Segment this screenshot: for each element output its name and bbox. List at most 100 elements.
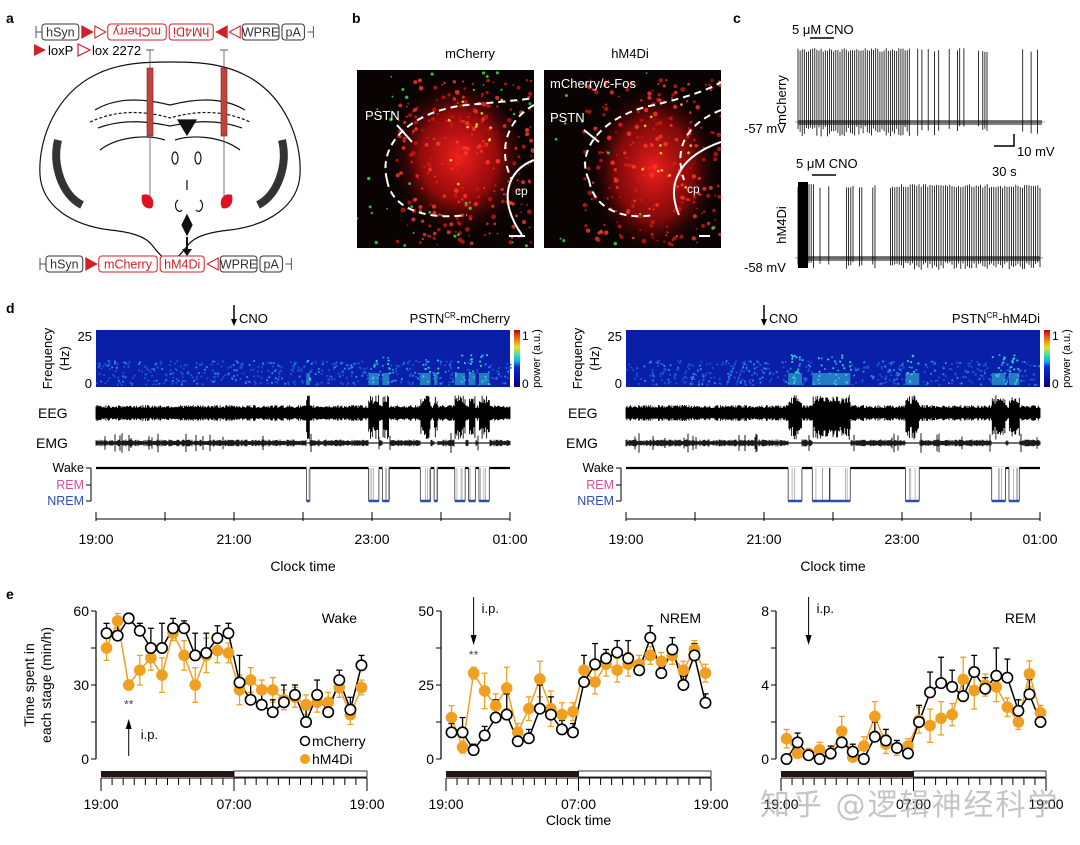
colorbar-label: power (a.u.): [531, 329, 543, 388]
data-point-hm4di: [1034, 706, 1047, 719]
overlay-label: mCherry/c-Fos: [550, 76, 636, 91]
data-point-mcherry: [677, 679, 690, 692]
time-axis-label: Clock time: [800, 558, 866, 574]
x-tick-label: 19:00: [349, 796, 384, 812]
ip-arrow-head: [470, 635, 477, 645]
baseline-hm4di: -58 mV: [744, 260, 786, 275]
data-point-mcherry: [824, 747, 837, 760]
ip-label: i.p.: [482, 601, 499, 616]
construct-element-hm4di: [159, 255, 205, 273]
data-point-hm4di: [266, 684, 279, 696]
stage-label-wake: Wake: [53, 461, 85, 475]
lox2272-site-icon: [228, 25, 241, 39]
data-point-hm4di: [478, 685, 491, 697]
data-point-hm4di: [990, 681, 1003, 693]
eeg-label: EEG: [568, 405, 598, 421]
cno-arrow-head: [231, 319, 237, 326]
data-point-mcherry: [445, 726, 458, 739]
data-point-mcherry: [979, 682, 992, 695]
time-tick-label: 23:00: [354, 531, 389, 547]
data-point-mcherry: [555, 723, 568, 736]
time-tick-label: 21:00: [216, 531, 251, 547]
y-tick-label: 60: [73, 603, 89, 619]
data-point-hm4di: [322, 696, 335, 709]
eeg-label: EEG: [38, 405, 68, 421]
panel-label-d: d: [6, 300, 15, 316]
data-point-hm4di: [813, 743, 826, 756]
construct-top: hSyn mCherry hM4Di WPRE pA: [35, 23, 314, 41]
data-point-mcherry: [566, 726, 579, 739]
data-point-hm4di: [133, 664, 146, 676]
chart-nrem: 0 25 50 NREM i.p. ** 19:00 07:00 19:00 Clock time: [418, 597, 729, 828]
stage-label-rem: REM: [56, 478, 84, 492]
data-point-mcherry: [780, 753, 793, 766]
dark-phase-bar: [781, 771, 914, 777]
data-point-mcherry: [222, 627, 235, 640]
data-point-mcherry: [622, 652, 635, 665]
x-tick-label: 19:00: [428, 796, 463, 812]
ip-arrow-head: [125, 719, 132, 729]
data-point-mcherry: [699, 696, 712, 709]
panel-label-b: b: [352, 10, 361, 26]
data-point-mcherry: [802, 749, 815, 762]
freq-axis-label: Frequency: [570, 327, 585, 389]
scale-voltage: 10 mV: [1017, 144, 1055, 159]
freq-tick: 25: [608, 329, 622, 344]
data-point-mcherry: [666, 643, 679, 656]
y-tick-label: 30: [73, 677, 89, 693]
data-point-mcherry: [600, 652, 613, 665]
legend-loxp: loxP: [48, 43, 73, 58]
data-point-hm4di: [489, 699, 502, 712]
cno-arrow-head: [761, 319, 767, 326]
data-point-hm4di: [578, 664, 590, 676]
data-point-hm4di: [255, 684, 268, 696]
data-point-mcherry: [913, 716, 926, 729]
data-point-mcherry: [311, 688, 324, 701]
stage-label-nrem: NREM: [47, 494, 84, 508]
time-tick-label: 01:00: [1022, 531, 1057, 547]
trace-hm4di: [795, 182, 1043, 270]
y-tick-label: 0: [81, 751, 89, 767]
cre-recombination-arrow: [182, 237, 192, 256]
data-point-mcherry: [1034, 716, 1047, 729]
data-point-hm4di: [655, 655, 668, 668]
data-point-hm4di: [156, 669, 168, 681]
region-label-pstn: PSTN: [550, 110, 585, 125]
loxp-site-icon: [215, 25, 228, 39]
data-point-hm4di: [556, 708, 568, 721]
time-tick-label: 01:00: [492, 531, 527, 547]
construct-element-mcherry: [98, 255, 158, 273]
ip-label: i.p.: [141, 727, 158, 742]
structure-label-cp: cp: [687, 182, 700, 196]
panel-c-traces: 5 μM CNO mCherry -57 mV 5 μM CNO hM4Di -…: [744, 22, 1055, 275]
watermark: 知乎 @逻辑神经科学: [760, 788, 1060, 823]
data-point-mcherry: [578, 676, 591, 689]
legend-label-mcherry: mCherry: [312, 733, 366, 749]
data-point-mcherry: [533, 702, 546, 715]
y-tick-label: 50: [418, 603, 434, 619]
data-point-hm4di: [968, 684, 981, 697]
data-point-hm4di: [456, 741, 469, 753]
legend-marker-hm4di: [300, 754, 310, 764]
data-point-mcherry: [178, 622, 191, 635]
colorbar: [514, 330, 520, 387]
image-title-mcherry: mCherry: [445, 46, 495, 61]
ip-arrow-head: [805, 635, 812, 645]
significance-marker: **: [469, 648, 479, 662]
y-tick-label: 25: [418, 677, 434, 693]
y-axis-label: Time spent in: [21, 643, 37, 727]
data-point-hm4di: [189, 679, 202, 691]
x-tick-label: 07:00: [561, 796, 596, 812]
data-point-hm4di: [1023, 668, 1036, 680]
data-point-hm4di: [211, 644, 224, 657]
dark-phase-bar: [446, 771, 579, 777]
data-point-hm4di: [791, 747, 804, 760]
lox2272-site-icon: [94, 25, 107, 39]
lox-legend: loxP lox 2272: [34, 43, 141, 58]
data-point-mcherry: [857, 753, 870, 766]
data-point-mcherry: [255, 698, 268, 711]
trace-label-mcherry: mCherry: [774, 75, 789, 125]
data-point-mcherry: [211, 632, 224, 645]
data-point-mcherry: [189, 649, 202, 662]
time-tick-label: 23:00: [884, 531, 919, 547]
